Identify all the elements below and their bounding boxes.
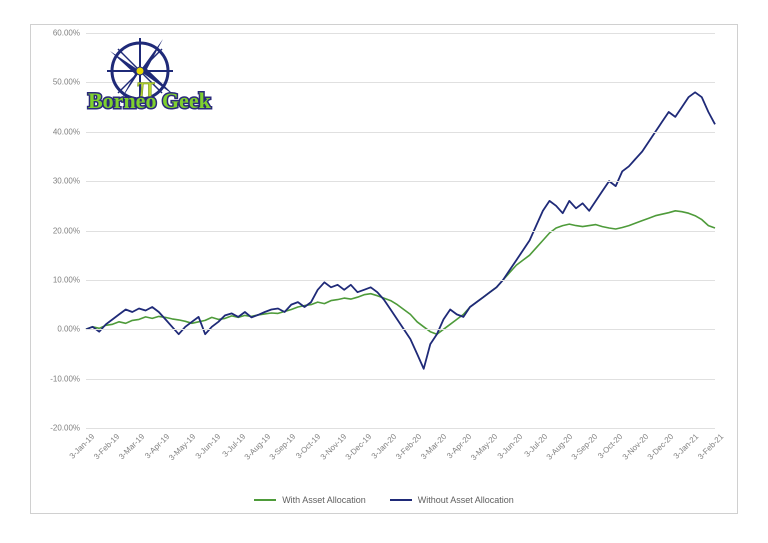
y-axis-label: 20.00% [53, 226, 80, 235]
y-axis-label: 60.00% [53, 29, 80, 38]
gridline [86, 428, 715, 429]
y-axis-label: 10.00% [53, 275, 80, 284]
x-axis-label: 3-Dec-19 [343, 432, 373, 462]
chart-legend: With Asset Allocation Without Asset Allo… [31, 495, 737, 505]
x-axis-label: 3-Jan-20 [370, 432, 399, 461]
legend-label-without: Without Asset Allocation [418, 495, 514, 505]
x-axis-label: 3-Dec-20 [645, 432, 675, 462]
x-axis-label: 3-Jan-21 [671, 432, 700, 461]
x-axis-label: 3-Mar-19 [117, 432, 146, 461]
gridline [86, 132, 715, 133]
x-axis-label: 3-Sep-19 [268, 432, 298, 462]
gridline [86, 231, 715, 232]
x-axis-label: 3-Jun-20 [495, 432, 524, 461]
y-axis-label: -10.00% [50, 374, 80, 383]
brand-logo: π Borneo Geek [80, 36, 250, 126]
y-axis-label: 40.00% [53, 127, 80, 136]
x-axis-label: 3-Aug-20 [545, 432, 575, 462]
gridline [86, 329, 715, 330]
series-line [86, 211, 715, 334]
gridline [86, 379, 715, 380]
y-axis-label: 0.00% [57, 325, 80, 334]
y-axis-label: 50.00% [53, 78, 80, 87]
x-axis-label: 3-May-19 [167, 432, 197, 462]
x-axis-label: 3-May-20 [469, 432, 499, 462]
x-axis-label: 3-Oct-19 [294, 432, 322, 460]
gridline [86, 280, 715, 281]
y-axis-label: 30.00% [53, 177, 80, 186]
x-axis-label: 3-Oct-20 [596, 432, 624, 460]
y-axis-label: -20.00% [50, 424, 80, 433]
gridline [86, 33, 715, 34]
x-axis-label: 3-Jan-19 [68, 432, 97, 461]
legend-label-with: With Asset Allocation [282, 495, 366, 505]
legend-item-without: Without Asset Allocation [390, 495, 514, 505]
brand-text: Borneo Geek [88, 88, 212, 113]
page-root: -20.00% -10.00% 0.00% 10.00% 20.00% 30.00% 40.… [0, 0, 768, 543]
legend-item-with: With Asset Allocation [254, 495, 366, 505]
legend-swatch-without [390, 499, 412, 501]
x-axis-label: 3-Jun-19 [193, 432, 222, 461]
legend-swatch-with [254, 499, 276, 501]
x-axis-label: 3-Feb-20 [394, 432, 423, 461]
x-axis-label: 3-Feb-19 [92, 432, 121, 461]
x-axis-label: 3-Mar-20 [419, 432, 448, 461]
x-axis-label: 3-Nov-20 [620, 432, 650, 462]
x-axis-label: 3-Nov-19 [318, 432, 348, 462]
gridline [86, 181, 715, 182]
x-axis-label: 3-Sep-20 [570, 432, 600, 462]
x-axis-label: 3-Aug-19 [243, 432, 273, 462]
x-axis-label: 3-Feb-21 [696, 432, 725, 461]
